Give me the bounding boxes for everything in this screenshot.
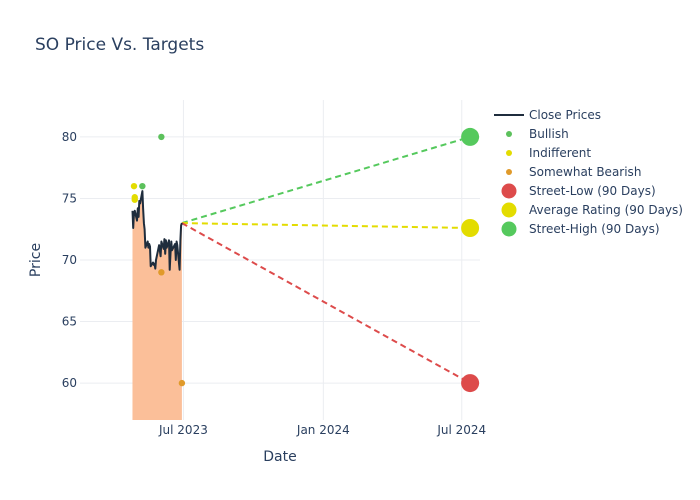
average-rating-marker [461,219,480,237]
legend-label-street-low-90-days: Street-Low (90 Days) [529,184,656,198]
x-tick-label: Jul 2023 [158,423,208,437]
bullish-marker [139,182,146,190]
target-lines-layer [181,135,471,384]
legend-swatch-indifferent [506,150,512,156]
legend-swatch-street-low-90-days [501,183,517,199]
bullish-marker [158,133,165,141]
area-fill-layer [132,191,182,420]
legend-label-indifferent: Indifferent [529,146,591,160]
x-tick-label: Jan 2024 [296,423,350,437]
legend: Close Prices Bullish Indifferent Somewhat B… [494,108,683,237]
y-tick-label: 80 [62,130,77,144]
street-low-marker [461,374,480,393]
indifferent-marker [131,196,138,203]
legend-swatch-average-rating-90-days [501,202,517,218]
y-tick-label: 65 [62,315,77,329]
x-tick-label: Jul 2024 [436,423,486,437]
legend-swatch-street-high-90-days [501,221,517,237]
target-line-average [181,222,471,229]
y-tick-label: 75 [62,191,77,205]
somewhat-bearish-marker [178,379,186,387]
legend-swatch-bullish [506,131,512,137]
x-axis-ticks: Jul 2023 Jan 2024 Jul 2024 [158,423,486,437]
target-line-street-low [181,222,471,384]
close-price-area [132,191,182,420]
y-axis-ticks: 60 65 70 75 80 [62,130,77,390]
y-axis-title: Price [28,243,44,277]
legend-swatch-somewhat-bearish [506,169,512,175]
x-axis-title: Date [263,449,296,465]
chart-title: SO Price Vs. Targets [35,35,204,55]
legend-label-bullish: Bullish [529,127,569,141]
close-price-layer [131,190,183,271]
close-price-line [131,190,183,271]
legend-label-average-rating-90-days: Average Rating (90 Days) [529,203,683,217]
markers-layer [130,127,480,393]
indifferent-marker [130,182,138,190]
target-line-street-high [181,135,471,225]
y-tick-label: 60 [62,376,77,390]
legend-label-somewhat-bearish: Somewhat Bearish [529,165,641,179]
legend-label-street-high-90-days: Street-High (90 Days) [529,222,660,236]
somewhat-bearish-marker [158,269,165,276]
y-tick-label: 70 [62,253,77,267]
legend-label-close-prices: Close Prices [529,108,601,122]
street-high-marker [461,127,480,146]
